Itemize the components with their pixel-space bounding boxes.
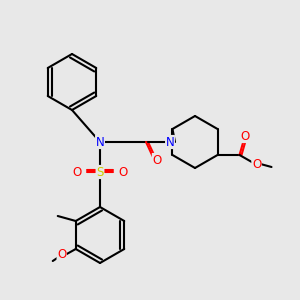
Text: N: N bbox=[166, 136, 174, 148]
Text: O: O bbox=[252, 158, 261, 172]
Text: O: O bbox=[118, 166, 127, 178]
Text: O: O bbox=[72, 166, 82, 178]
Text: O: O bbox=[240, 130, 249, 142]
Text: N: N bbox=[96, 136, 104, 148]
Text: O: O bbox=[57, 248, 66, 262]
Text: O: O bbox=[152, 154, 162, 166]
Text: S: S bbox=[96, 166, 104, 178]
